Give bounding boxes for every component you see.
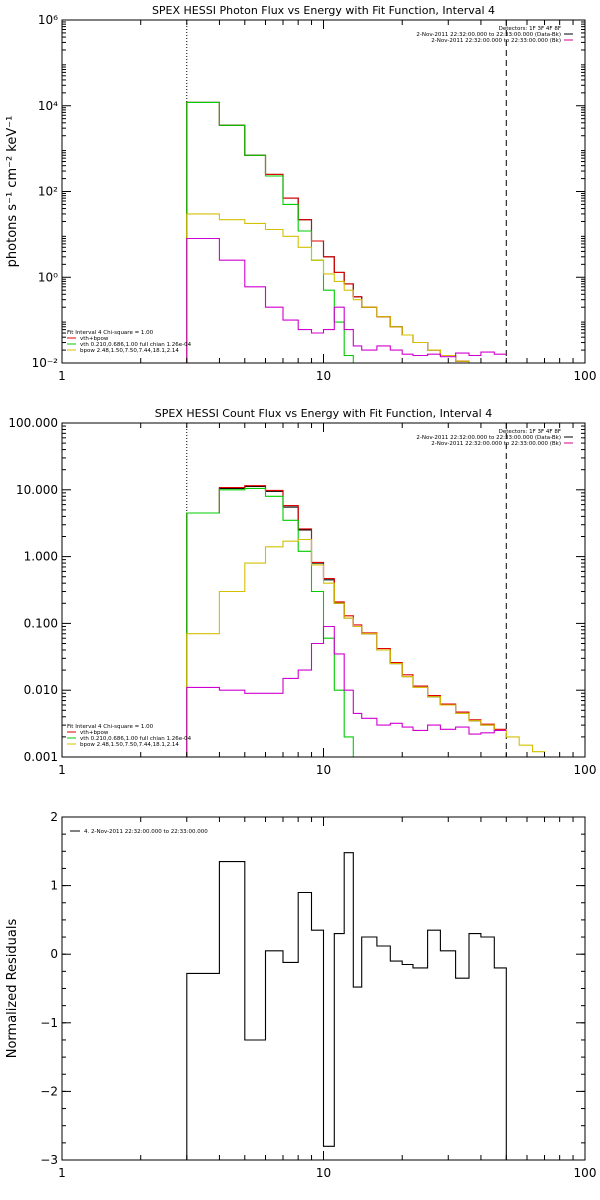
series-line-1 — [186, 101, 507, 363]
y-tick-label: 0 — [50, 947, 58, 961]
legend-right-entry: Detectors: 1F 3F 4F 8F — [499, 26, 561, 32]
x-tick-label: 1 — [58, 1166, 66, 1180]
legend-left-entry: bpow 2.48,1.50,7.50,7.44,18.1,2.14 — [80, 348, 179, 354]
legend-right-entry: 2-Nov-2011 22:32:00.000 to 22:33:00.000 … — [431, 441, 561, 447]
y-tick-label: −1 — [40, 1016, 58, 1030]
series-line-3 — [186, 538, 554, 757]
y-axis-label: Normalized Residuals — [5, 919, 20, 1059]
x-tick-label: 10 — [316, 1166, 331, 1180]
series-line-1 — [186, 485, 507, 757]
legend-left-entry: vth+bpow — [80, 730, 109, 736]
legend-left-entry: vth 0.210,0.686,1.00 full chian 1.26e-04 — [80, 342, 192, 348]
y-tick-label: −2 — [40, 1084, 58, 1098]
y-tick-label: 10² — [38, 185, 58, 199]
legend-right-entry: 2-Nov-2011 22:32:00.000 to 22:33:00.000 … — [431, 38, 561, 44]
series-line-4 — [186, 237, 507, 363]
y-tick-label: 0.010 — [24, 683, 58, 697]
y-tick-label: 2 — [50, 810, 58, 824]
series-line-3 — [186, 213, 533, 363]
legend-left-entry: vth+bpow — [80, 336, 109, 342]
y-tick-label: 10⁴ — [38, 99, 58, 113]
x-tick-label: 1 — [58, 763, 66, 777]
y-tick-label: −3 — [40, 1153, 58, 1167]
x-tick-label: 10 — [316, 763, 331, 777]
legend-right-entry: 2-Nov-2011 22:32:00.000 to 22:33:00.000 … — [416, 32, 561, 38]
y-tick-label: 10⁰ — [38, 270, 58, 284]
series-line-0 — [186, 852, 507, 1160]
x-tick-label: 100 — [574, 1166, 597, 1180]
chart-title: SPEX HESSI Count Flux vs Energy with Fit… — [155, 407, 492, 420]
series-line-4 — [186, 625, 507, 757]
series-line-0 — [186, 485, 507, 757]
legend-left-entry: 4. 2-Nov-2011 22:32:00.000 to 22:33:00.0… — [84, 829, 208, 835]
y-tick-label: 1 — [50, 879, 58, 893]
chart-title: SPEX HESSI Photon Flux vs Energy with Fi… — [152, 4, 495, 17]
y-tick-label: 0.001 — [24, 750, 58, 764]
y-tick-label: 1.000 — [24, 550, 58, 564]
x-tick-label: 1 — [58, 369, 66, 383]
y-tick-label: 0.100 — [24, 616, 58, 630]
series-line-2 — [186, 487, 354, 757]
y-tick-label: 10⁶ — [38, 13, 58, 27]
series-line-2 — [186, 101, 354, 363]
y-tick-label: 100.000 — [8, 416, 58, 430]
y-tick-label: 10.000 — [16, 483, 58, 497]
legend-right-entry: 2-Nov-2011 22:32:00.000 to 22:33:00.000 … — [416, 435, 561, 441]
y-tick-label: 10⁻² — [32, 356, 59, 370]
legend-left-title: Fit Interval 4 Chi-square = 1.00 — [67, 724, 154, 730]
legend-left-title: Fit Interval 4 Chi-square = 1.00 — [67, 330, 154, 336]
legend-right-entry: Detectors: 1F 3F 4F 8F — [499, 429, 561, 435]
x-tick-label: 10 — [316, 369, 331, 383]
x-tick-label: 100 — [574, 763, 597, 777]
legend-left-entry: bpow 2.48,1.50,7.50,7.44,18.1,2.14 — [80, 742, 179, 748]
y-axis-label: photons s⁻¹ cm⁻² keV⁻¹ — [5, 116, 20, 268]
x-tick-label: 100 — [574, 369, 597, 383]
legend-left-entry: vth 0.210,0.686,1.00 full chian 1.26e-04 — [80, 736, 192, 742]
series-line-0 — [186, 101, 507, 363]
